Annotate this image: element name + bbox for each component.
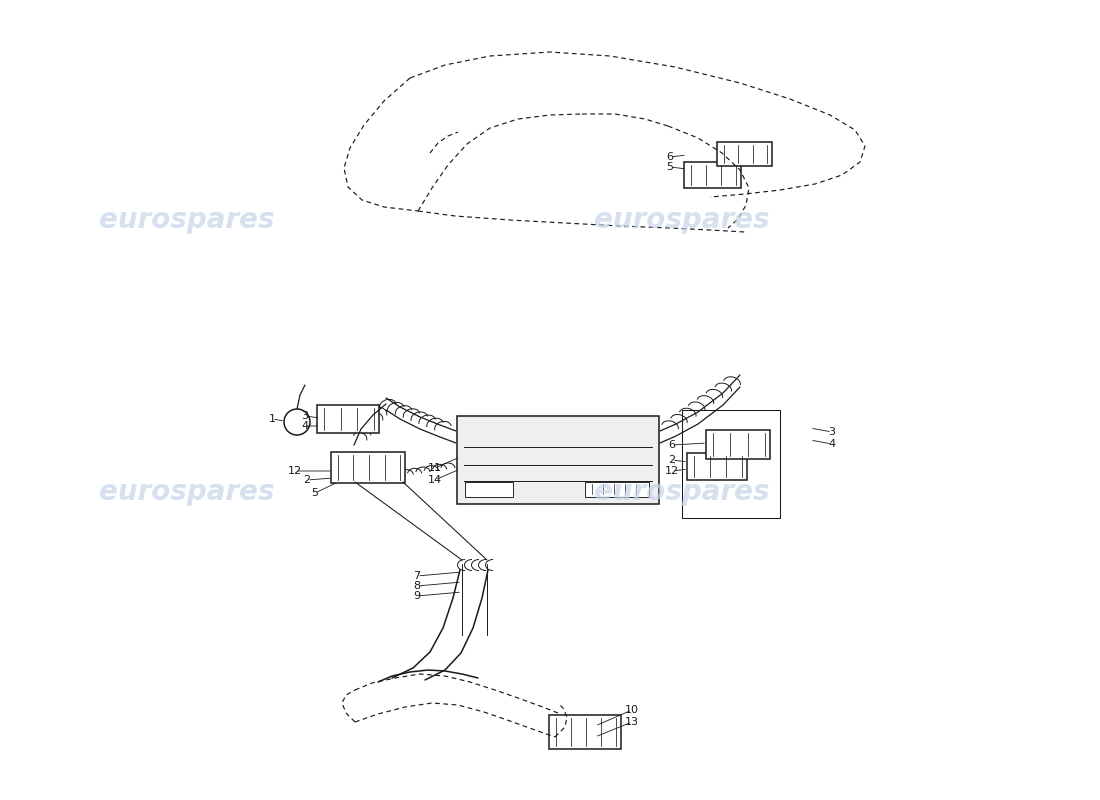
Bar: [682, 410, 780, 518]
Text: 2: 2: [304, 475, 310, 485]
Text: 3: 3: [828, 427, 836, 437]
Text: eurospares: eurospares: [594, 478, 770, 506]
Text: 8: 8: [414, 581, 420, 591]
Text: 2: 2: [669, 455, 675, 465]
Text: 4: 4: [828, 439, 836, 449]
Text: eurospares: eurospares: [99, 206, 275, 234]
FancyBboxPatch shape: [706, 430, 770, 459]
Text: 9: 9: [414, 591, 420, 601]
Text: 14: 14: [428, 475, 442, 485]
FancyBboxPatch shape: [684, 162, 741, 188]
FancyBboxPatch shape: [688, 453, 747, 480]
Text: 1: 1: [268, 414, 275, 424]
Text: 5: 5: [667, 162, 673, 172]
Text: eurospares: eurospares: [594, 206, 770, 234]
Text: 11: 11: [428, 463, 442, 473]
Text: 3: 3: [301, 411, 308, 421]
Text: 4: 4: [301, 421, 309, 431]
Text: 6: 6: [669, 440, 675, 450]
Text: 7: 7: [414, 571, 420, 581]
Text: eurospares: eurospares: [99, 478, 275, 506]
FancyBboxPatch shape: [549, 715, 621, 749]
FancyBboxPatch shape: [585, 482, 649, 497]
Text: 10: 10: [625, 705, 639, 715]
FancyBboxPatch shape: [317, 405, 379, 433]
FancyBboxPatch shape: [331, 452, 405, 483]
FancyBboxPatch shape: [456, 416, 659, 504]
Text: 12: 12: [664, 466, 679, 476]
FancyBboxPatch shape: [465, 482, 513, 497]
Text: 13: 13: [625, 717, 639, 727]
Text: 5: 5: [311, 488, 319, 498]
FancyBboxPatch shape: [717, 142, 772, 166]
Text: 6: 6: [667, 152, 673, 162]
Text: 12: 12: [288, 466, 302, 476]
